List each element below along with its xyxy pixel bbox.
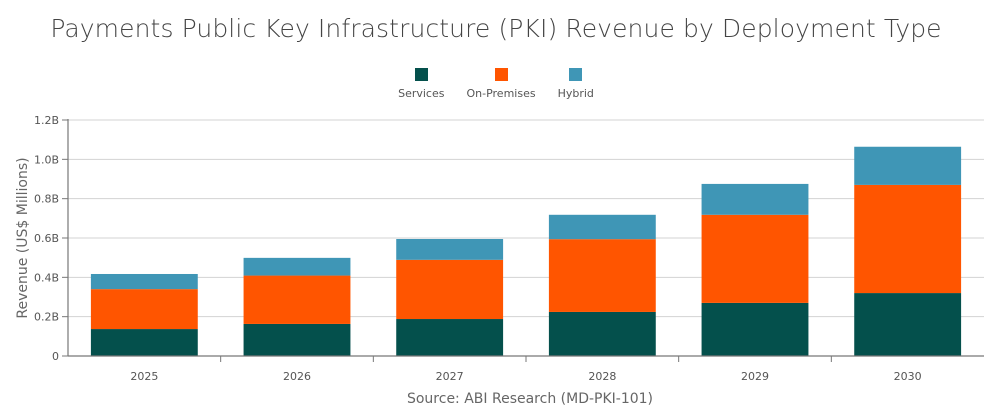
- x-tick-label: 2027: [436, 370, 464, 383]
- bar-services-2025: [90, 329, 198, 356]
- bar-services-2026: [243, 323, 351, 356]
- bar-services-2030: [854, 293, 962, 356]
- bar-services-2027: [396, 319, 504, 356]
- y-tick-label: 1.0B: [34, 153, 59, 166]
- bar-hybrid-2025: [90, 273, 198, 290]
- bar-on-premises-2028: [548, 239, 656, 312]
- legend: Services On-Premises Hybrid: [0, 68, 992, 100]
- legend-label: Hybrid: [557, 87, 594, 100]
- y-tick-label: 0.6B: [34, 232, 59, 245]
- x-tick-label: 2026: [283, 370, 311, 383]
- legend-label: On-Premises: [466, 87, 536, 100]
- bar-on-premises-2030: [854, 184, 962, 294]
- legend-swatch: [494, 68, 508, 81]
- y-tick-label: 0: [52, 350, 59, 363]
- legend-swatch: [414, 68, 428, 81]
- x-tick-label: 2028: [588, 370, 616, 383]
- y-tick-label: 1.2B: [34, 114, 59, 127]
- legend-label: Services: [398, 87, 445, 100]
- bar-hybrid-2029: [701, 183, 809, 215]
- legend-item-services[interactable]: Services: [398, 68, 444, 100]
- x-tick-label: 2030: [894, 370, 922, 383]
- y-tick-label: 0.8B: [34, 193, 59, 206]
- bar-on-premises-2029: [701, 214, 809, 303]
- bar-on-premises-2027: [396, 259, 504, 320]
- legend-item-hybrid[interactable]: Hybrid: [558, 68, 594, 100]
- bar-hybrid-2030: [854, 146, 962, 185]
- bar-on-premises-2026: [243, 275, 351, 324]
- x-tick-label: 2029: [741, 370, 769, 383]
- bar-services-2028: [548, 311, 656, 356]
- bar-on-premises-2025: [90, 289, 198, 330]
- y-axis-title: Revenue (US$ Millions): [15, 157, 31, 318]
- bar-hybrid-2027: [396, 238, 504, 260]
- legend-item-on-premises[interactable]: On-Premises: [466, 68, 536, 100]
- y-tick-label: 0.2B: [34, 311, 59, 324]
- source-note: Source: ABI Research (MD-PKI-101): [406, 391, 654, 407]
- bar-services-2029: [701, 302, 809, 356]
- bar-hybrid-2026: [243, 257, 351, 276]
- legend-swatch: [569, 68, 583, 81]
- x-tick-label: 2025: [130, 370, 158, 383]
- y-tick-label: 0.4B: [34, 271, 59, 284]
- chart-title: Payments Public Key Infrastructure (PKI)…: [50, 14, 942, 43]
- bar-hybrid-2028: [548, 214, 656, 240]
